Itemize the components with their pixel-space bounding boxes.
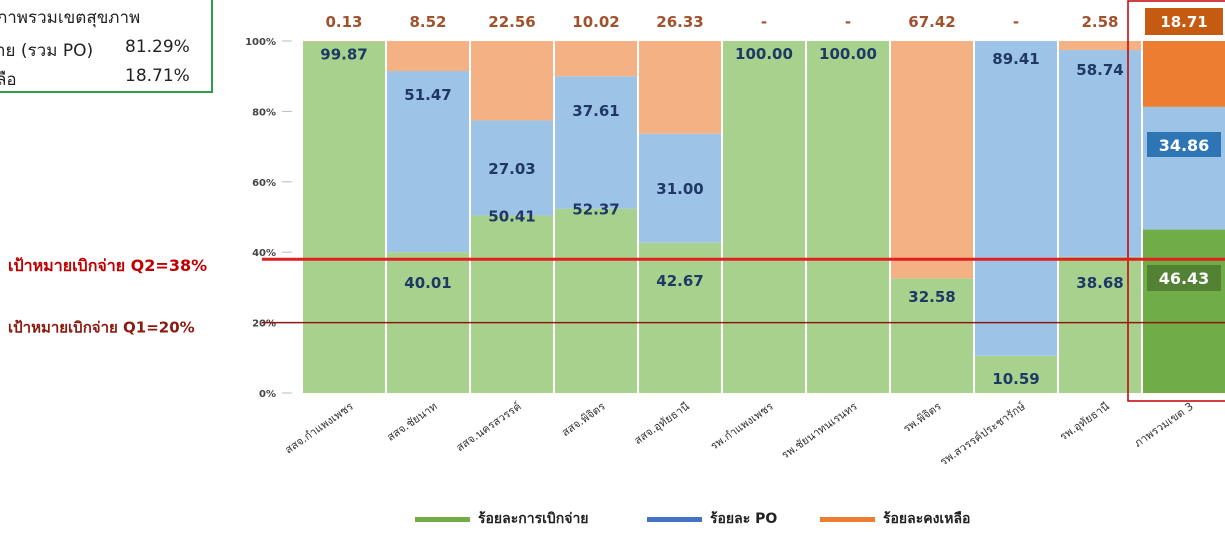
summary-box: ภาพรวมเขตสุขภาพ าย (รวม PO) 81.29% ลือ 1… xyxy=(0,0,213,93)
target-label-q2: เป้าหมายเบิกจ่าย Q2=38% xyxy=(8,256,207,275)
value-label: 10.59 xyxy=(992,370,1039,388)
bar-segment xyxy=(975,41,1057,356)
top-value-label: 10.02 xyxy=(572,13,619,31)
value-label: 51.47 xyxy=(404,86,451,104)
category-label: รพ.ชัยนาทนเรนทร xyxy=(779,400,860,462)
bar-segment xyxy=(1143,41,1225,107)
y-tick-label: 40% xyxy=(252,248,276,259)
highlight-box xyxy=(1127,0,1225,402)
bar-segment xyxy=(555,76,637,209)
value-label: 32.58 xyxy=(908,288,955,306)
category-label: รพ.อุทัยธานี xyxy=(1057,400,1112,444)
top-value-label: - xyxy=(1013,13,1019,31)
bar-segment xyxy=(471,215,553,393)
legend-label: ร้อยละ PO xyxy=(710,511,778,527)
summary-title: ภาพรวมเขตสุขภาพ xyxy=(0,8,141,28)
top-value-label: 8.52 xyxy=(409,13,446,31)
bar-segment xyxy=(387,70,469,253)
top-value-label: - xyxy=(761,13,767,31)
value-label: 42.67 xyxy=(656,272,703,290)
category-label: รพ.กำแพงเพชร xyxy=(708,400,776,453)
category-label: รพ.พิจิตร xyxy=(901,400,944,436)
category-label: สสจ.ชัยนาท xyxy=(385,400,440,444)
legend-swatch xyxy=(820,517,875,522)
value-label: 31.00 xyxy=(656,180,703,198)
category-label: รพ.สวรรค์ประชารักษ์ xyxy=(938,400,1028,469)
bar-segment xyxy=(1143,106,1225,230)
value-label-bg xyxy=(1147,265,1221,291)
bar-segment xyxy=(303,41,385,393)
bar-segment xyxy=(723,41,805,393)
stacked-bar-chart: 0% 20% 40% 60% 80% 100% 99.87 0.13 สสจ.กำแพงเพชร… xyxy=(8,0,1225,469)
bar-segment xyxy=(807,41,889,393)
value-label: 38.68 xyxy=(1076,274,1123,292)
category-label: สสจ.พิจิตร xyxy=(559,400,608,439)
value-label: 40.01 xyxy=(404,274,451,292)
legend-swatch xyxy=(415,517,470,522)
y-tick-label: 100% xyxy=(245,37,276,48)
top-value-label: 2.58 xyxy=(1081,13,1118,31)
value-label: 52.37 xyxy=(572,201,619,219)
top-value-label: 0.13 xyxy=(325,13,362,31)
summary-row-label: าย (รวม PO) xyxy=(0,41,94,61)
bar-segment xyxy=(1143,229,1225,393)
value-label: 50.41 xyxy=(488,208,535,226)
legend-swatch xyxy=(647,517,702,522)
top-value-label: 22.56 xyxy=(488,13,535,31)
value-label: 100.00 xyxy=(819,45,877,63)
y-tick-label: 0% xyxy=(259,389,276,400)
bar-segment xyxy=(891,41,973,279)
bar-segment xyxy=(1059,41,1141,51)
category-label: ภาพรวมเขต 3 xyxy=(1132,400,1196,450)
top-label-bg xyxy=(1145,8,1223,35)
legend-label: ร้อยละคงเหลือ xyxy=(883,511,971,527)
top-value-label: 67.42 xyxy=(908,13,955,31)
value-label: 99.87 xyxy=(320,45,367,63)
target-label-q1: เป้าหมายเบิกจ่าย Q1=20% xyxy=(8,319,195,337)
legend-label: ร้อยละการเบิกจ่าย xyxy=(478,511,589,527)
value-label-bg xyxy=(1147,132,1221,157)
bar-segment xyxy=(387,41,469,71)
value-label: 27.03 xyxy=(488,160,535,178)
summary-row-value: 18.71% xyxy=(125,66,190,86)
top-value-label: 26.33 xyxy=(656,13,703,31)
bar-segment xyxy=(555,208,637,393)
y-tick-label: 20% xyxy=(252,319,276,330)
bar-segment xyxy=(975,355,1057,393)
top-value-label: - xyxy=(845,13,851,31)
value-label: 34.86 xyxy=(1159,136,1210,155)
category-label: สสจ.นครสวรรค์ xyxy=(454,400,524,454)
top-value-label: 18.71 xyxy=(1160,13,1207,31)
category-label: สสจ.อุทัยธานี xyxy=(632,400,692,448)
value-label: 58.74 xyxy=(1076,61,1123,79)
bar-segment xyxy=(471,41,553,121)
bar-segment xyxy=(639,133,721,243)
value-label: 89.41 xyxy=(992,50,1039,68)
bar-segment xyxy=(891,278,973,393)
bar-segment xyxy=(555,41,637,77)
value-label: 46.43 xyxy=(1159,269,1210,288)
bar-segment xyxy=(471,120,553,216)
summary-row-value: 81.29% xyxy=(125,37,190,57)
y-tick-label: 60% xyxy=(252,178,276,189)
bar-segment xyxy=(639,41,721,134)
value-label: 37.61 xyxy=(572,102,619,120)
summary-row-label: ลือ xyxy=(0,70,17,90)
bar-segment xyxy=(639,242,721,393)
category-label: สสจ.กำแพงเพชร xyxy=(282,400,355,457)
value-label: 100.00 xyxy=(735,45,793,63)
y-tick-label: 80% xyxy=(252,107,276,118)
